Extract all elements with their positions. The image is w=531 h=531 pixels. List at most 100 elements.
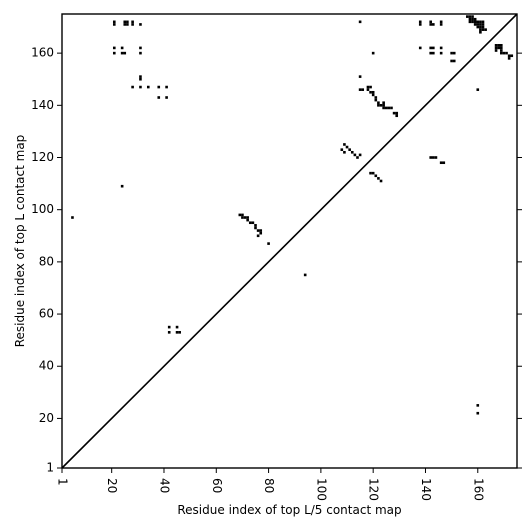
- contact-point: [479, 25, 482, 29]
- x-tick-label: 40: [157, 478, 171, 493]
- contact-point: [371, 93, 375, 97]
- contact-point: [366, 85, 370, 89]
- contact-point: [432, 51, 435, 55]
- x-tick-label: 100: [314, 478, 328, 501]
- contact-point: [392, 111, 396, 115]
- contact-point: [343, 143, 346, 146]
- contact-point: [429, 20, 433, 24]
- contact-point: [476, 411, 480, 415]
- contact-point: [382, 104, 385, 107]
- contact-point: [371, 171, 375, 175]
- contact-point: [251, 221, 255, 225]
- contact-point: [246, 216, 249, 219]
- contact-point: [259, 229, 263, 232]
- contact-point: [123, 23, 127, 26]
- contact-point: [123, 20, 127, 24]
- contact-point: [146, 85, 150, 89]
- contact-point: [259, 231, 263, 235]
- contact-point: [418, 46, 422, 50]
- contact-point: [157, 96, 161, 99]
- contact-point: [238, 213, 242, 217]
- contact-point: [476, 25, 480, 29]
- contact-point: [348, 148, 351, 151]
- contact-point: [429, 23, 433, 26]
- contact-point: [439, 23, 443, 26]
- contact-point: [442, 161, 446, 165]
- contact-point: [471, 20, 474, 24]
- contact-point: [120, 46, 124, 50]
- contact-point: [468, 20, 472, 24]
- contact-point: [112, 23, 116, 26]
- y-tick-label: 20: [39, 411, 54, 425]
- contact-point: [439, 51, 443, 55]
- contact-point: [429, 156, 433, 159]
- contact-point: [468, 17, 472, 21]
- contact-point: [356, 156, 359, 159]
- contact-point: [481, 28, 485, 31]
- x-tick-label: 160: [471, 478, 485, 501]
- contact-point: [479, 30, 482, 34]
- contact-point: [439, 46, 443, 50]
- contact-point: [432, 156, 435, 159]
- contact-point: [139, 85, 142, 89]
- contact-point: [481, 20, 485, 24]
- contact-point: [120, 184, 124, 188]
- contact-point: [126, 20, 129, 24]
- contact-point: [71, 216, 74, 219]
- contact-point: [350, 150, 354, 154]
- contact-point: [507, 57, 511, 60]
- x-tick-label: 120: [367, 478, 381, 501]
- contact-point: [382, 101, 385, 105]
- contact-point: [303, 273, 307, 277]
- contact-point: [123, 51, 127, 55]
- x-axis-ticks: 1 20 40 60 80 100 120 140 160: [56, 468, 485, 501]
- contact-point: [371, 51, 375, 55]
- contact-point: [473, 20, 477, 24]
- contact-points: [71, 15, 514, 415]
- contact-point: [358, 75, 362, 78]
- contact-point: [256, 234, 260, 238]
- contact-point: [379, 179, 383, 183]
- contact-point: [139, 75, 142, 78]
- contact-point: [256, 229, 260, 232]
- x-tick-label: 1: [56, 478, 70, 486]
- contact-point: [377, 177, 380, 180]
- contact-point: [369, 171, 372, 175]
- contact-point: [377, 104, 380, 107]
- contact-point: [390, 106, 393, 110]
- contact-point: [432, 23, 435, 26]
- y-tick-label: 120: [31, 150, 54, 164]
- contact-point: [450, 51, 453, 55]
- contact-point: [434, 156, 438, 159]
- contact-point: [175, 325, 179, 329]
- contact-point: [139, 46, 142, 50]
- contact-point: [494, 44, 498, 47]
- x-tick-label: 60: [210, 478, 224, 493]
- contact-point: [361, 88, 365, 91]
- contact-point: [452, 59, 456, 63]
- contact-point: [267, 242, 270, 245]
- contact-point: [476, 404, 480, 407]
- contact-point: [241, 216, 244, 219]
- contact-point: [476, 23, 480, 26]
- y-axis-label: Residue index of top L contact map: [13, 135, 27, 348]
- contact-point: [497, 46, 500, 50]
- contact-point: [510, 54, 514, 58]
- contact-point: [374, 96, 378, 99]
- contact-point: [432, 46, 435, 50]
- y-tick-label: 160: [31, 46, 54, 60]
- contact-point: [120, 51, 124, 55]
- contact-point: [418, 23, 422, 26]
- x-tick-label: 20: [105, 478, 119, 493]
- contact-point: [167, 331, 171, 334]
- contact-point: [358, 153, 362, 157]
- y-tick-label: 80: [39, 254, 54, 268]
- y-tick-label: 1: [46, 461, 54, 475]
- contact-point: [507, 54, 511, 58]
- contact-point: [112, 51, 116, 55]
- contact-point: [371, 90, 375, 94]
- contact-point: [246, 218, 249, 222]
- contact-point: [418, 20, 422, 24]
- contact-point: [481, 23, 485, 26]
